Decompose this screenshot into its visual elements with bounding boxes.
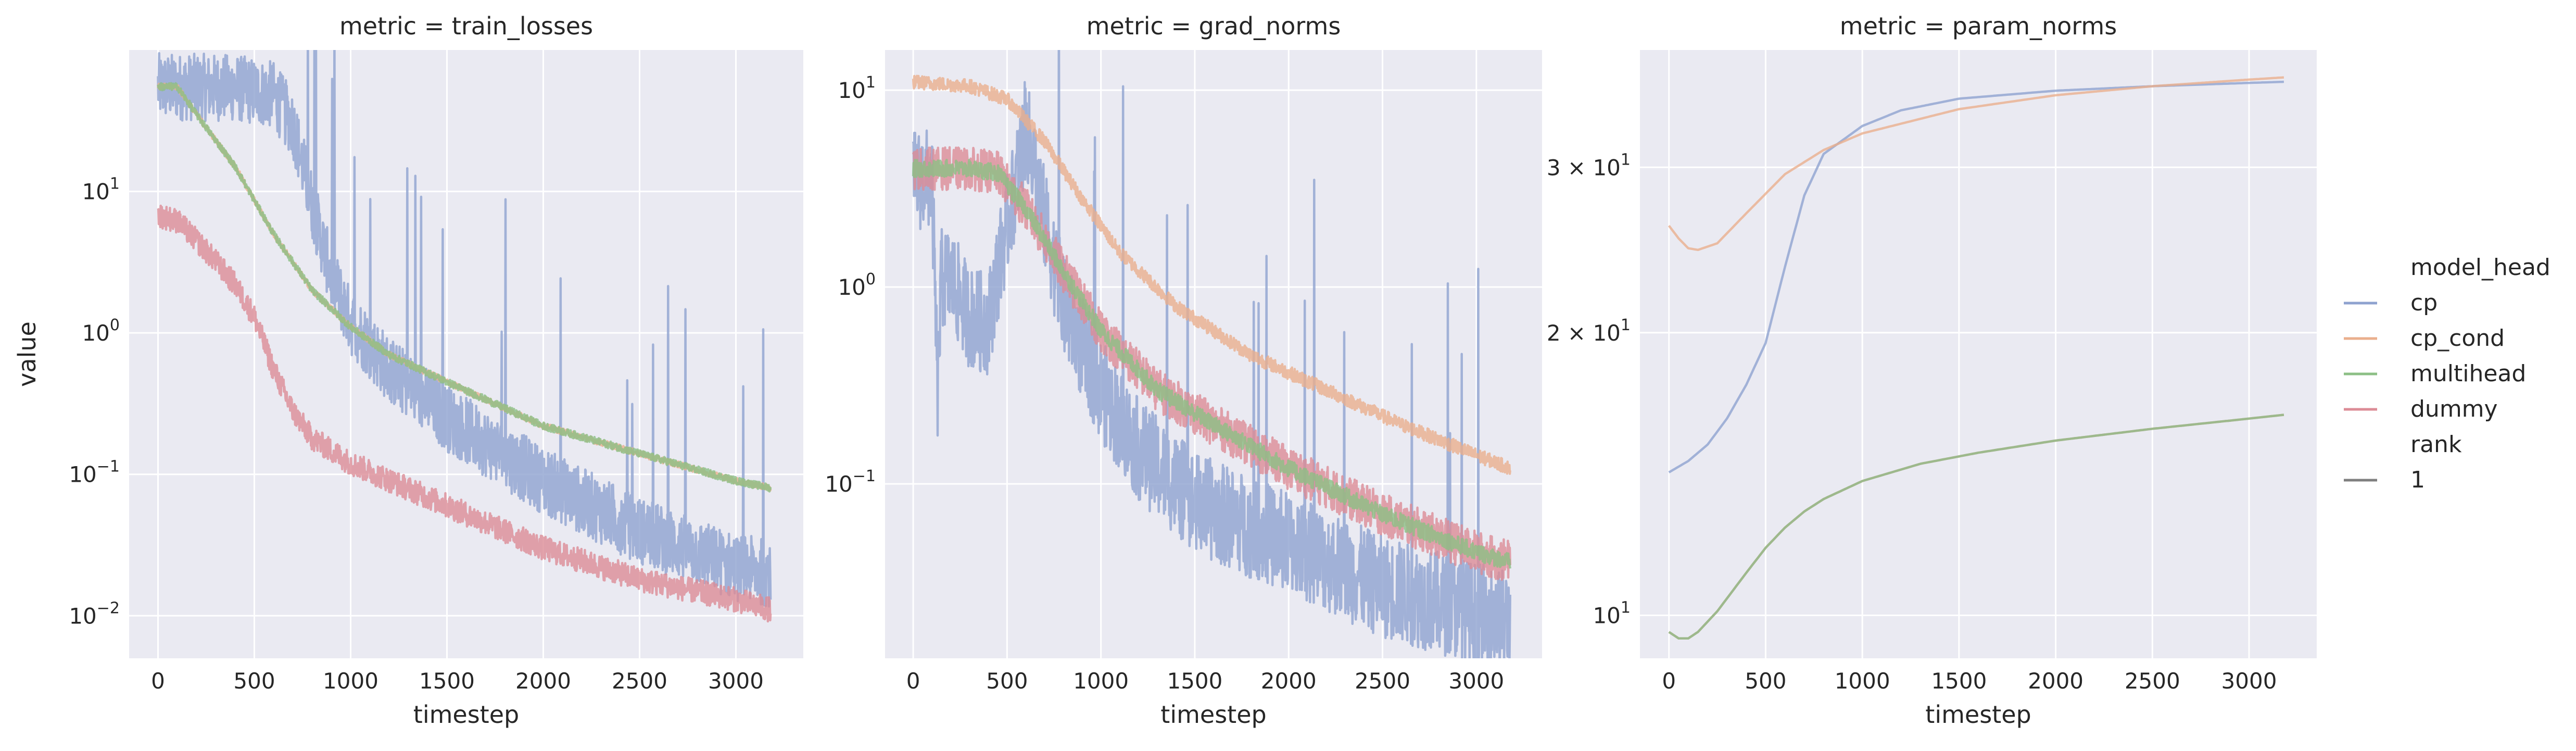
series-line-multihead — [912, 158, 1511, 569]
x-tick-label: 1500 — [419, 668, 475, 694]
panel-title: metric = param_norms — [1840, 12, 2117, 40]
y-tick-label: 10−1 — [69, 458, 120, 487]
panel-train-losses: 0 500 1000 1500 2000 2500 3000 10−2 10−1 100 101 me… — [13, 12, 803, 729]
y-tick-label: 10−2 — [69, 599, 120, 629]
x-tick-label: 500 — [233, 668, 275, 694]
x-tick-label: 500 — [986, 668, 1028, 694]
legend-label-cp: cp — [2410, 290, 2438, 316]
x-axis-label: timestep — [413, 700, 519, 729]
y-tick-label: 2 × 101 — [1547, 316, 1631, 346]
x-tick-label: 2000 — [2028, 668, 2083, 694]
x-tick-label: 2500 — [1355, 668, 1410, 694]
x-tick-label: 3000 — [1448, 668, 1504, 694]
legend-label-multihead: multihead — [2410, 360, 2526, 387]
y-tick-label: 101 — [82, 175, 120, 205]
legend-label-dummy: dummy — [2410, 396, 2498, 422]
x-tick-label: 2500 — [612, 668, 667, 694]
plot-area — [885, 50, 1542, 658]
y-tick-label: 101 — [838, 73, 876, 103]
series-line-cp — [157, 50, 772, 608]
legend-title-model-head: model_head — [2410, 254, 2550, 281]
y-tick-label: 100 — [82, 316, 120, 346]
plot-area — [1640, 50, 2317, 658]
series-group — [912, 50, 1511, 658]
x-tick-label: 3000 — [2221, 668, 2277, 694]
x-tick-label: 0 — [906, 668, 920, 694]
x-tick-label: 0 — [1662, 668, 1676, 694]
series-line-dummy — [157, 204, 772, 623]
panel-title: metric = grad_norms — [1087, 12, 1341, 40]
series-group — [157, 50, 772, 623]
legend-label-rank-1: 1 — [2410, 467, 2425, 493]
x-axis-label: timestep — [1160, 700, 1266, 729]
legend-label-cp-cond: cp_cond — [2410, 325, 2505, 352]
x-tick-label: 1500 — [1931, 668, 1987, 694]
panel-param-norms: 0 500 1000 1500 2000 2500 3000 101 2 × 101 3 × 10… — [1547, 12, 2317, 729]
panel-title: metric = train_losses — [339, 12, 593, 40]
x-axis-label: timestep — [1925, 700, 2031, 729]
y-tick-label: 101 — [1593, 599, 1631, 629]
series-line-multihead — [157, 82, 772, 493]
series-line-multihead — [1668, 414, 2284, 640]
series-group — [1668, 76, 2284, 640]
x-tick-label: 1500 — [1167, 668, 1222, 694]
x-tick-label: 500 — [1745, 668, 1786, 694]
series-line-cp-cond — [1668, 76, 2284, 252]
x-tick-label: 1000 — [1835, 668, 1890, 694]
y-axis-label: value — [13, 321, 41, 387]
x-tick-label: 0 — [151, 668, 165, 694]
x-tick-label: 1000 — [1073, 668, 1129, 694]
x-tick-label: 2000 — [1261, 668, 1317, 694]
series-line-cp-cond — [912, 74, 1511, 475]
x-tick-label: 2500 — [2125, 668, 2180, 694]
y-tick-label: 3 × 101 — [1547, 151, 1631, 180]
y-tick-label: 100 — [838, 270, 876, 300]
x-tick-label: 1000 — [323, 668, 378, 694]
x-tick-label: 3000 — [708, 668, 764, 694]
y-tick-label: 10−1 — [825, 467, 876, 497]
panel-grad-norms: 0 500 1000 1500 2000 2500 3000 10−1 100 101 metric… — [825, 12, 1542, 729]
legend-title-rank: rank — [2410, 431, 2462, 458]
x-tick-label: 2000 — [515, 668, 571, 694]
